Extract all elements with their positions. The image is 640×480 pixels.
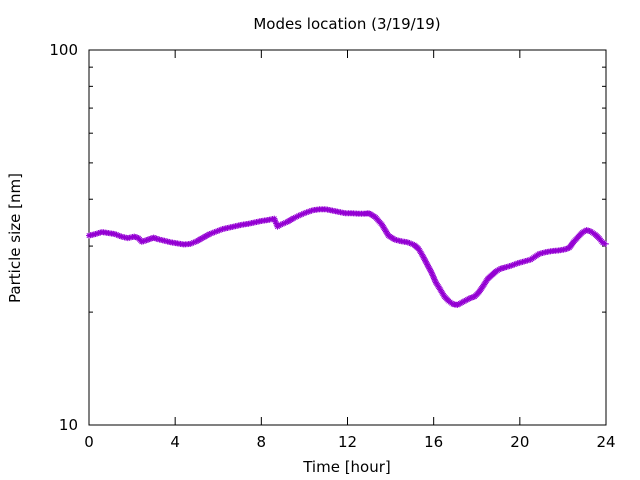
series-markers <box>86 206 609 308</box>
data-point <box>603 240 609 247</box>
plot-frame <box>88 49 607 426</box>
x-tick-label: 0 <box>84 433 94 451</box>
x-tick-label: 16 <box>424 433 443 451</box>
y-tick-label: 10 <box>59 416 78 434</box>
chart-title: Modes location (3/19/19) <box>253 15 440 33</box>
x-axis-label: Time [hour] <box>302 458 391 476</box>
x-tick-label: 12 <box>338 433 357 451</box>
x-tick-label: 20 <box>510 433 529 451</box>
y-minor-ticks <box>89 66 606 313</box>
x-tick-label: 4 <box>170 433 180 451</box>
y-tick-label: 100 <box>49 41 78 59</box>
y-axis-label: Particle size [nm] <box>6 173 24 303</box>
x-tick-label: 8 <box>257 433 267 451</box>
x-axis-ticks: 0 4 8 12 16 20 24 <box>84 50 616 451</box>
plot-border <box>88 49 607 426</box>
x-tick-label: 24 <box>596 433 615 451</box>
y-axis-ticks: 10 100 <box>49 41 606 434</box>
